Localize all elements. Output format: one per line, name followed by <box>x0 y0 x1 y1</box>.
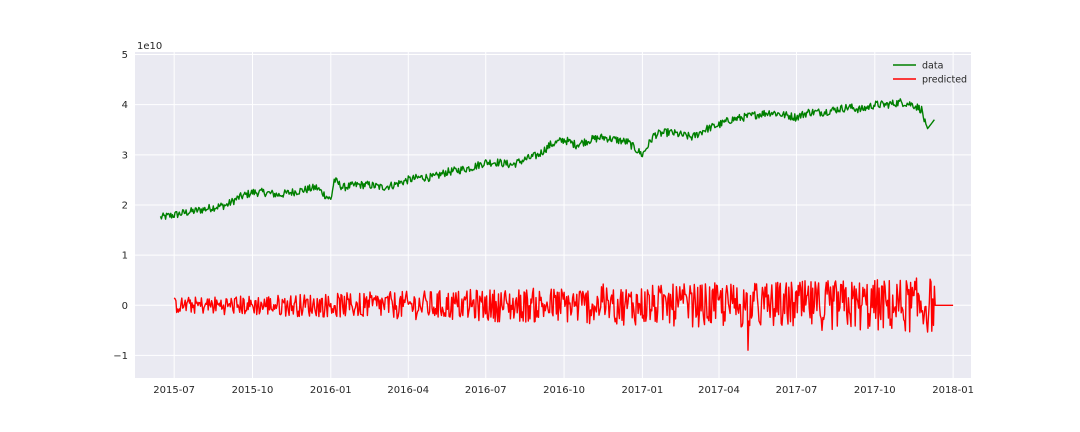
y-offset-label: 1e10 <box>137 41 162 52</box>
legend: data predicted <box>893 61 967 86</box>
x-tick-label: 2016-04 <box>387 385 429 396</box>
x-tick-label: 2016-10 <box>543 385 585 396</box>
x-tick-label: 2017-07 <box>776 385 818 396</box>
x-tick-label: 2017-10 <box>854 385 896 396</box>
plot-background <box>135 52 971 378</box>
y-tick-label: −1 <box>113 351 128 362</box>
x-tick-label: 2017-01 <box>621 385 663 396</box>
x-tick-label: 2015-07 <box>153 385 195 396</box>
y-tick-label: 2 <box>122 200 128 211</box>
series-line-data <box>159 98 935 220</box>
series-lines <box>159 98 954 351</box>
x-tick-label: 2016-01 <box>310 385 352 396</box>
x-tick-label: 2017-04 <box>698 385 740 396</box>
y-tick-label: 1 <box>122 251 128 262</box>
legend-label-predicted: predicted <box>922 75 967 86</box>
y-tick-label: 4 <box>122 100 128 111</box>
y-tick-label: 0 <box>122 301 128 312</box>
x-tick-label: 2016-07 <box>465 385 507 396</box>
legend-label-data: data <box>922 61 943 72</box>
y-axis-ticks: 5 4 3 2 1 0 −1 <box>113 50 128 362</box>
y-tick-label: 5 <box>122 50 128 61</box>
y-tick-label: 3 <box>122 150 128 161</box>
x-tick-label: 2018-01 <box>932 385 974 396</box>
x-tick-label: 2015-10 <box>232 385 274 396</box>
x-axis-ticks: 2015-07 2015-10 2016-01 2016-04 2016-07 2016-… <box>153 385 974 396</box>
series-line-predicted <box>173 277 954 351</box>
